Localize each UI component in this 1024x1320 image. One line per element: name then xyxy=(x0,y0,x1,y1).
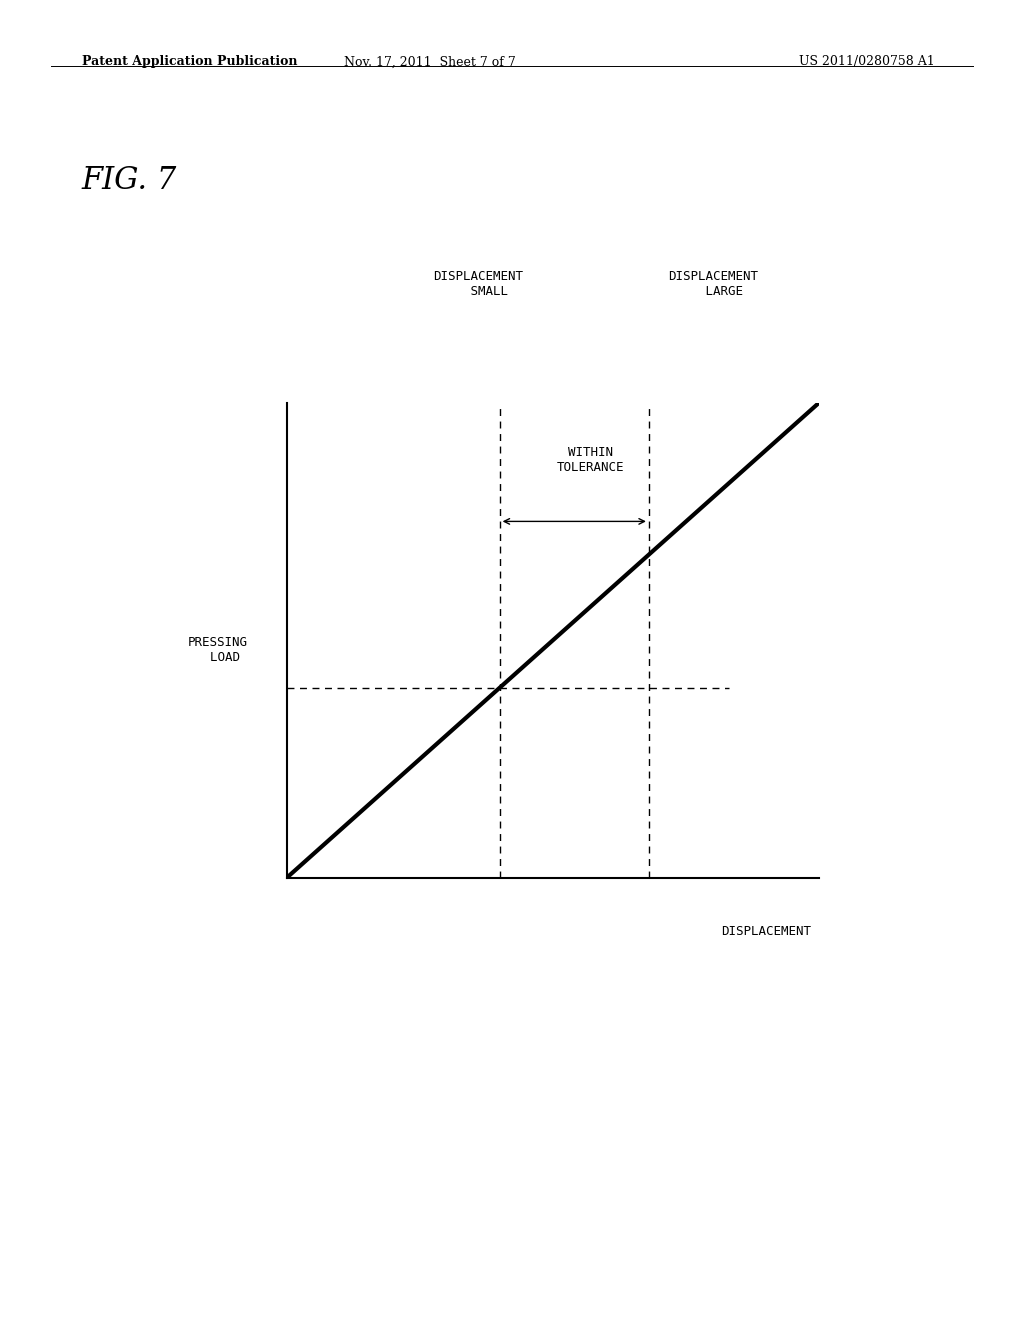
Text: Nov. 17, 2011  Sheet 7 of 7: Nov. 17, 2011 Sheet 7 of 7 xyxy=(344,55,516,69)
Text: Patent Application Publication: Patent Application Publication xyxy=(82,55,297,69)
Text: FIG. 7: FIG. 7 xyxy=(82,165,177,195)
Text: US 2011/0280758 A1: US 2011/0280758 A1 xyxy=(799,55,935,69)
Text: PRESSING
  LOAD: PRESSING LOAD xyxy=(187,636,248,664)
Text: DISPLACEMENT
   SMALL: DISPLACEMENT SMALL xyxy=(433,271,523,298)
Text: DISPLACEMENT: DISPLACEMENT xyxy=(721,925,811,939)
Text: DISPLACEMENT
   LARGE: DISPLACEMENT LARGE xyxy=(668,271,758,298)
Text: WITHIN
TOLERANCE: WITHIN TOLERANCE xyxy=(556,446,624,474)
